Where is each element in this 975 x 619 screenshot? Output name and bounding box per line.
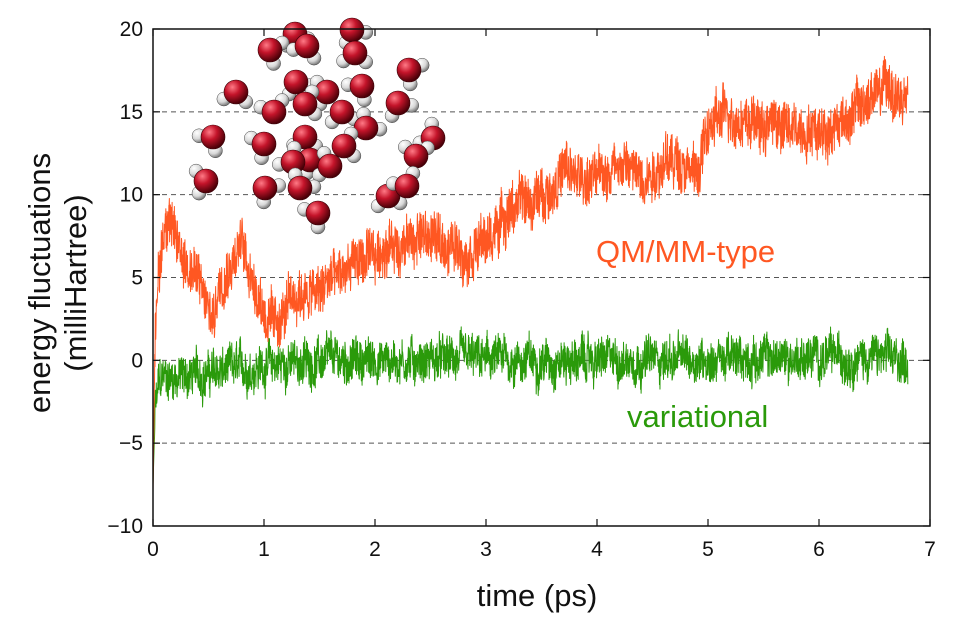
y-tick-label: 5 bbox=[131, 267, 143, 290]
x-tick-label: 1 bbox=[258, 538, 270, 561]
water-molecule bbox=[253, 93, 290, 125]
water-molecule bbox=[286, 33, 322, 66]
x-tick-label: 4 bbox=[591, 538, 603, 561]
water-molecule bbox=[188, 163, 219, 201]
water-molecule bbox=[191, 124, 226, 159]
water-molecule bbox=[292, 84, 323, 122]
series-line-variational bbox=[153, 326, 909, 485]
y-axis-label-line1: energy fluctuations bbox=[22, 153, 57, 413]
axis-ticks: 0 1 2 3 4 5 6 7 −10 −5 0 5 10 15 20 bbox=[107, 18, 935, 561]
series-layer bbox=[153, 55, 909, 493]
water-molecule bbox=[252, 175, 287, 210]
water-molecule bbox=[244, 130, 277, 166]
series-line-qmmm bbox=[153, 55, 909, 493]
water-molecule bbox=[396, 57, 430, 92]
y-tick-label: 15 bbox=[120, 101, 143, 124]
y-tick-label: −5 bbox=[119, 432, 143, 455]
water-molecule bbox=[271, 140, 306, 175]
water-molecule bbox=[257, 35, 290, 71]
x-axis-label: time (ps) bbox=[477, 578, 598, 613]
water-molecule bbox=[340, 73, 375, 108]
y-tick-label: −10 bbox=[107, 515, 143, 538]
water-molecule bbox=[331, 126, 362, 164]
water-molecule bbox=[336, 40, 373, 70]
water-molecule bbox=[312, 146, 343, 183]
water-molecule bbox=[398, 139, 435, 169]
x-tick-label: 6 bbox=[813, 538, 825, 561]
series-label-qmmm: QM/MM-type bbox=[596, 234, 775, 269]
water-molecule bbox=[297, 200, 331, 235]
series-label-variational: variational bbox=[627, 399, 768, 434]
y-tick-label: 10 bbox=[120, 184, 143, 207]
x-tick-label: 0 bbox=[147, 538, 159, 561]
y-axis-label-line2: (milliHartree) bbox=[58, 194, 93, 371]
water-molecule bbox=[353, 106, 388, 141]
water-cluster-image bbox=[188, 17, 446, 235]
x-tick-label: 3 bbox=[480, 538, 492, 561]
water-molecule bbox=[287, 167, 322, 201]
y-tick-label: 20 bbox=[120, 18, 143, 41]
water-molecule bbox=[385, 166, 421, 199]
x-tick-label: 5 bbox=[702, 538, 714, 561]
y-tick-label: 0 bbox=[131, 349, 143, 372]
water-molecule bbox=[216, 79, 254, 110]
gridlines bbox=[153, 111, 930, 444]
x-tick-label: 7 bbox=[924, 538, 936, 561]
water-molecule bbox=[384, 90, 420, 123]
x-tick-label: 2 bbox=[369, 538, 381, 561]
